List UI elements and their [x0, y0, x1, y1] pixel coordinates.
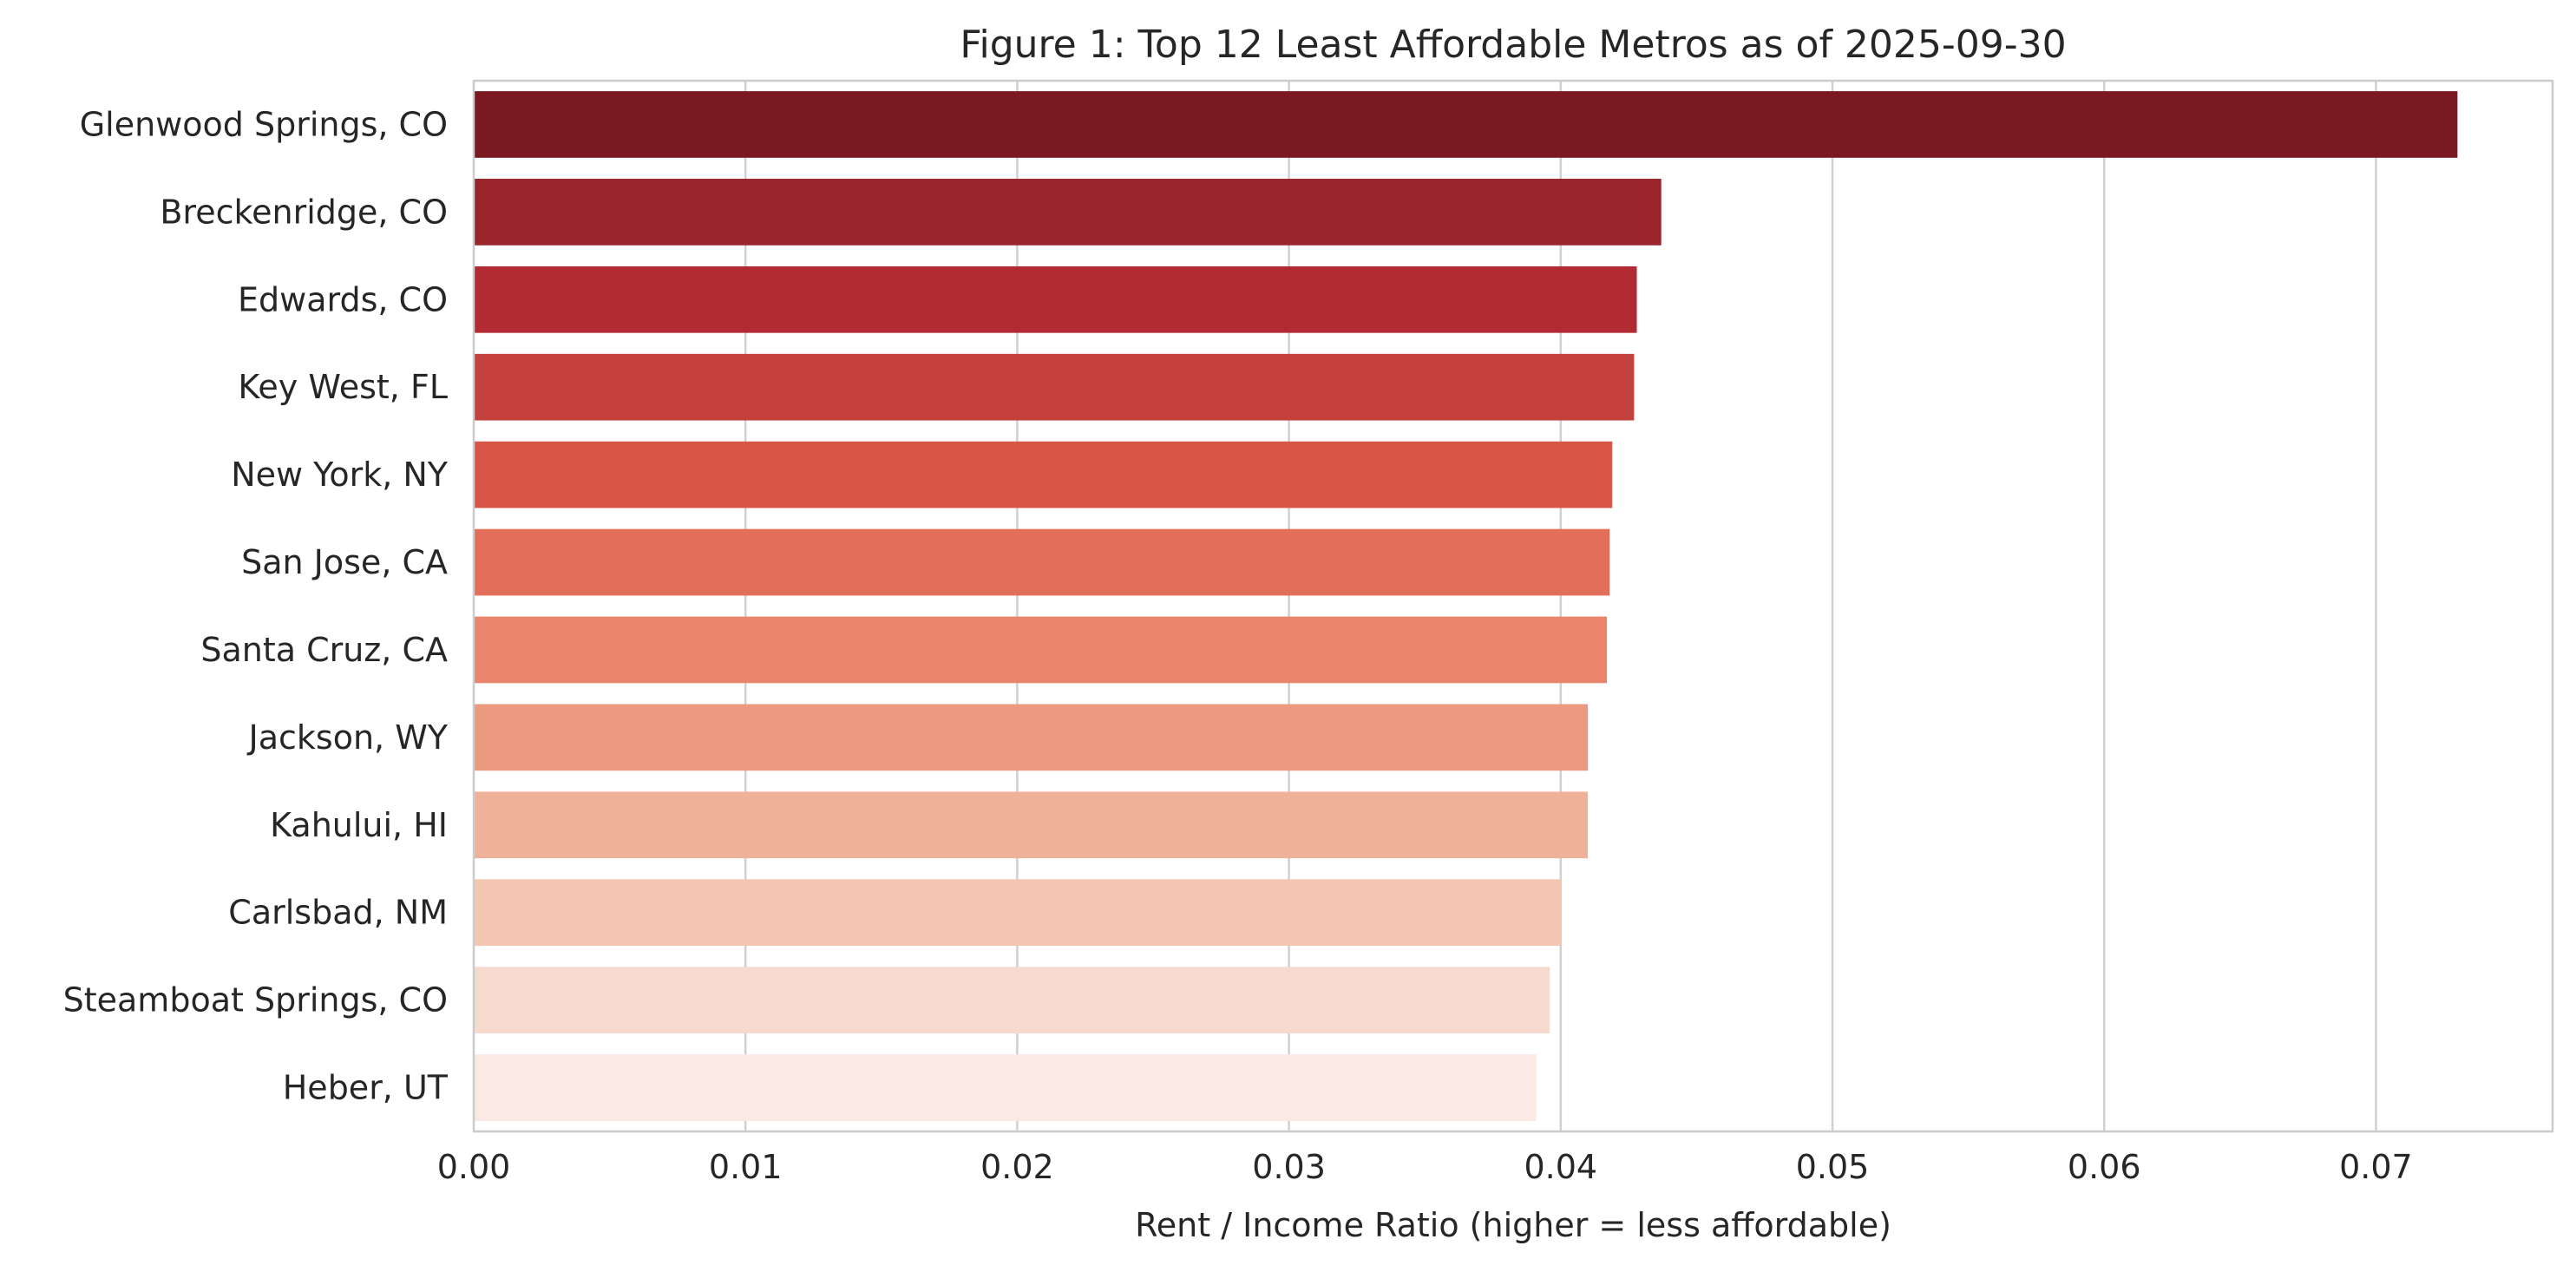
y-axis-ticks: Glenwood Springs, CO Breckenridge, CO Edwa…: [63, 105, 449, 1106]
bar: [474, 879, 1561, 947]
y-tick-label: New York, NY: [231, 456, 449, 494]
y-tick-label: San Jose, CA: [241, 543, 448, 581]
x-tick-label: 0.05: [1796, 1148, 1870, 1186]
y-tick-label: Jackson, WY: [247, 718, 449, 757]
x-tick-label: 0.04: [1524, 1148, 1598, 1186]
bar: [474, 441, 1613, 508]
bars: [474, 91, 2458, 1121]
y-tick-label: Glenwood Springs, CO: [80, 105, 448, 143]
x-tick-label: 0.00: [437, 1148, 511, 1186]
y-tick-label: Edwards, CO: [238, 280, 448, 318]
y-tick-label: Heber, UT: [283, 1069, 449, 1107]
x-tick-label: 0.07: [2339, 1148, 2413, 1186]
bar: [474, 528, 1610, 596]
x-tick-label: 0.01: [709, 1148, 783, 1186]
x-tick-label: 0.06: [2068, 1148, 2141, 1186]
bar: [474, 704, 1589, 771]
bar: [474, 91, 2458, 158]
y-tick-label: Steamboat Springs, CO: [63, 981, 448, 1020]
x-axis-ticks: 0.00 0.01 0.02 0.03 0.04 0.05 0.06 0.07: [437, 1148, 2413, 1186]
bar: [474, 353, 1635, 421]
plot-frame: [472, 79, 2554, 1133]
bar: [474, 791, 1589, 859]
x-tick-label: 0.02: [980, 1148, 1054, 1186]
bar: [474, 1054, 1537, 1121]
bar: [474, 179, 1662, 246]
y-tick-label: Breckenridge, CO: [160, 193, 448, 231]
bar: [474, 967, 1550, 1033]
y-tick-label: Carlsbad, NM: [228, 894, 448, 932]
x-tick-label: 0.03: [1252, 1148, 1326, 1186]
grid-lines: [744, 81, 2377, 1131]
y-tick-label: Kahului, HI: [270, 806, 448, 844]
y-tick-label: Key West, FL: [238, 368, 448, 406]
chart-title: Figure 1: Top 12 Least Affordable Metros…: [960, 23, 2066, 67]
y-tick-label: Santa Cruz, CA: [200, 631, 448, 669]
x-axis-label: Rent / Income Ratio (higher = less affor…: [1135, 1206, 1891, 1244]
bar: [474, 266, 1637, 333]
bar: [474, 616, 1608, 684]
